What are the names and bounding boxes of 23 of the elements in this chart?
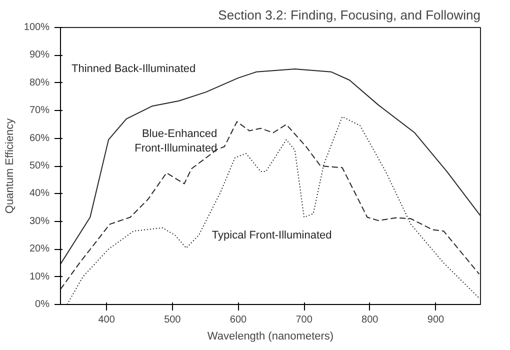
y-tick-label: 70% (29, 105, 50, 116)
x-tick-label: 700 (296, 314, 313, 326)
y-tick-label: 100% (24, 22, 50, 33)
y-tick-label: 20% (29, 244, 50, 255)
chart-title: Section 3.2: Finding, Focusing, and Following (218, 8, 481, 22)
y-tick-label: 0% (35, 299, 50, 310)
series-label: Typical Front-Illuminated (212, 229, 332, 242)
x-tick-label: 800 (362, 314, 379, 326)
x-axis-title: Wavelength (nanometers) (207, 330, 334, 342)
y-axis-title: Quantum Efficiency (4, 118, 16, 214)
y-tick-label: 80% (29, 77, 50, 88)
y-tick-label: 60% (29, 132, 50, 144)
x-tick-label: 500 (164, 314, 182, 326)
y-tick-label: 40% (29, 188, 50, 200)
x-tick-label: 600 (230, 314, 248, 326)
y-tick-label: 30% (29, 216, 50, 227)
y-tick-label: 10% (29, 271, 50, 282)
x-tick-label: 900 (427, 314, 445, 326)
x-tick-label: 400 (98, 314, 116, 326)
series-label: Blue-Enhanced Front-Illuminated (134, 128, 218, 154)
y-tick-label: 90% (29, 50, 50, 61)
series-label: Thinned Back-Illuminated (72, 63, 196, 76)
y-tick-label: 50% (29, 160, 50, 172)
